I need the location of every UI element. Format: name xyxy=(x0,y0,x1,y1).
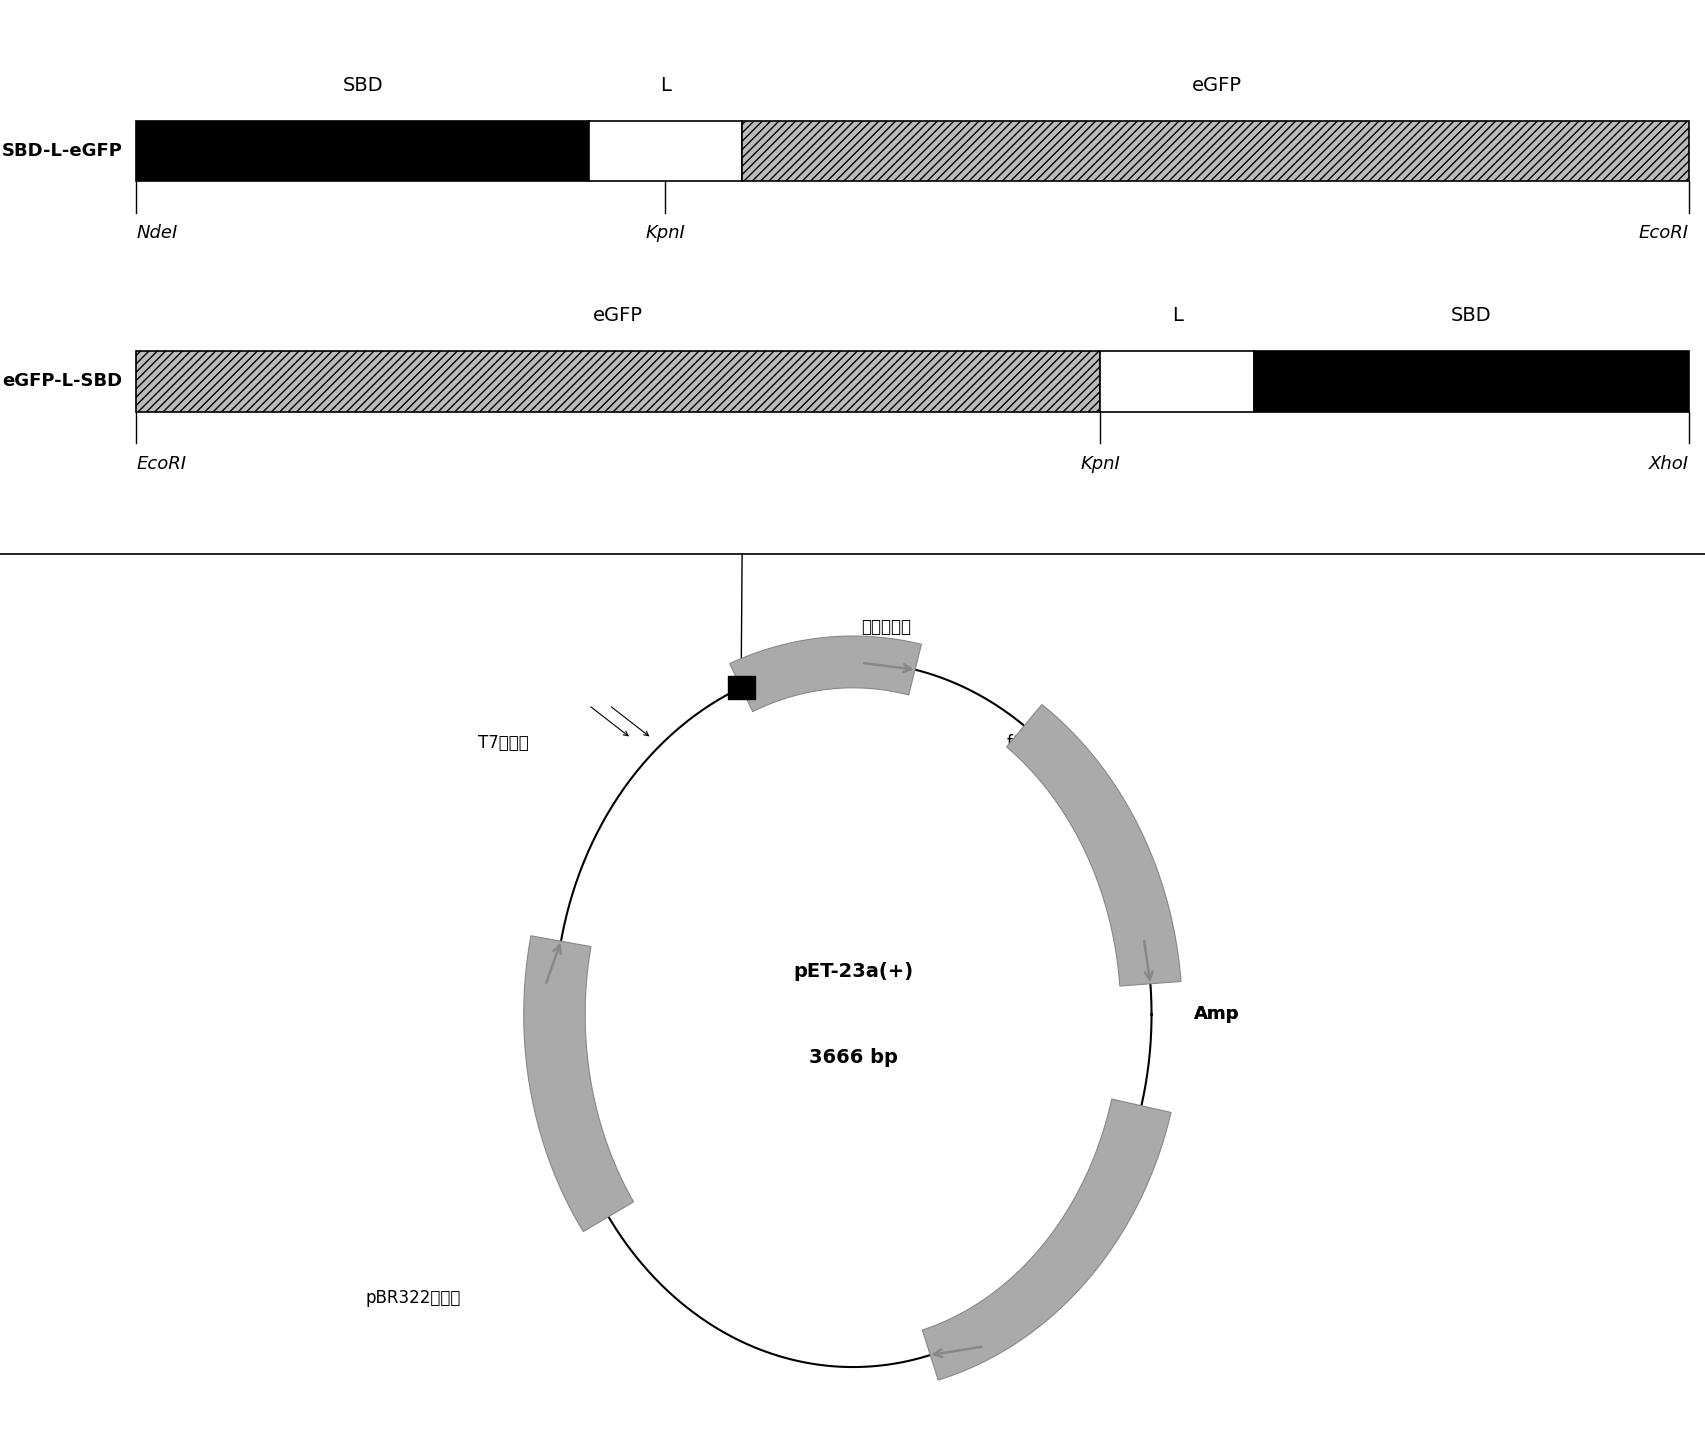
Text: Amp: Amp xyxy=(1194,1006,1240,1023)
Text: KpnI: KpnI xyxy=(1079,455,1120,473)
Text: T7启动了: T7启动了 xyxy=(477,734,529,753)
Bar xyxy=(136,121,588,181)
Bar xyxy=(1100,351,1253,412)
Text: 3666 bp: 3666 bp xyxy=(808,1048,897,1068)
Polygon shape xyxy=(730,636,921,712)
Bar xyxy=(588,121,742,181)
Text: SBD: SBD xyxy=(1449,307,1490,325)
Text: pBR322启始点: pBR322启始点 xyxy=(365,1289,460,1307)
Text: f1 启始点: f1 启始点 xyxy=(1006,734,1057,753)
Polygon shape xyxy=(1006,705,1180,986)
Text: pET-23a(+): pET-23a(+) xyxy=(793,961,912,981)
Text: SBD: SBD xyxy=(343,76,384,95)
Text: NdeI: NdeI xyxy=(136,224,177,243)
Text: eGFP: eGFP xyxy=(1190,76,1241,95)
Text: EcoRI: EcoRI xyxy=(1639,224,1688,243)
Bar xyxy=(1253,351,1688,412)
Bar xyxy=(726,676,754,699)
Bar xyxy=(136,351,1100,412)
Text: eGFP-L-SBD: eGFP-L-SBD xyxy=(3,373,123,390)
Polygon shape xyxy=(922,1099,1170,1380)
Text: SBD-L-eGFP: SBD-L-eGFP xyxy=(2,142,123,160)
Text: L: L xyxy=(1171,307,1182,325)
Bar xyxy=(742,121,1688,181)
Text: XhoI: XhoI xyxy=(1649,455,1688,473)
Text: EcoRI: EcoRI xyxy=(136,455,186,473)
Text: KpnI: KpnI xyxy=(644,224,685,243)
Text: L: L xyxy=(660,76,670,95)
Text: eGFP: eGFP xyxy=(592,307,643,325)
Polygon shape xyxy=(523,935,633,1232)
Text: Amp: Amp xyxy=(1194,1006,1240,1023)
Text: 多克隆位点: 多克隆位点 xyxy=(861,617,910,636)
